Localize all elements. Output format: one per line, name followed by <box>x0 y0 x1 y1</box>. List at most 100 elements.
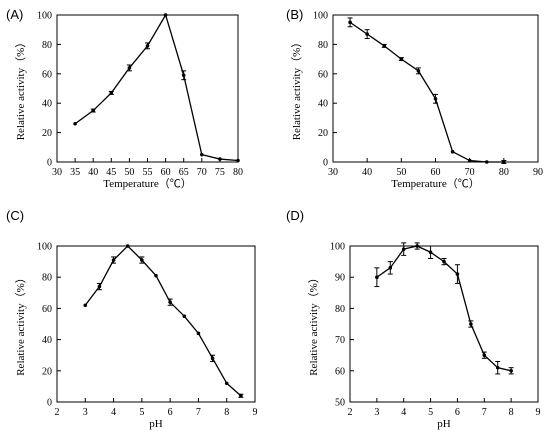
plot-frame <box>56 14 239 163</box>
y-tick-label: 60 <box>42 69 52 80</box>
data-point <box>181 73 186 78</box>
data-point <box>163 13 168 17</box>
y-tick-label: 100 <box>37 11 52 22</box>
data-point <box>509 369 513 373</box>
data-point <box>484 160 489 164</box>
data-point <box>365 32 369 36</box>
data-point <box>239 393 243 398</box>
data-point <box>210 356 215 361</box>
y-axis-title: Relative activity（%） <box>307 272 320 376</box>
data-point <box>168 300 172 304</box>
chart-panel-4: (D) 2 3 4 5 6 7 8 9 50 60 70 80 90 100 pH Relative activ… <box>286 208 541 430</box>
y-tick-label: 80 <box>42 40 52 51</box>
x-tick-label: 50 <box>124 167 134 178</box>
y-tick-label: 0 <box>47 398 52 409</box>
y-axis-title: Relative activity（%） <box>14 272 27 376</box>
x-tick-label: 6 <box>455 407 460 418</box>
data-point <box>73 121 77 126</box>
plot-frame <box>349 245 539 403</box>
series-line <box>74 13 239 162</box>
x-axis-title: pH <box>437 418 451 430</box>
x-tick-label: 80 <box>233 167 243 178</box>
data-point <box>415 244 419 248</box>
data-point <box>502 160 506 164</box>
data-point <box>482 353 487 358</box>
data-point <box>111 258 116 262</box>
x-tick-label: 8 <box>224 407 229 418</box>
y-axis-title: Relative activity（%） <box>14 37 27 141</box>
data-point <box>399 57 404 61</box>
data-point <box>154 273 158 278</box>
x-tick-label: 2 <box>348 407 353 418</box>
y-tick-label: 100 <box>313 11 328 22</box>
data-point <box>450 149 455 154</box>
data-point <box>83 303 88 308</box>
x-tick-label: 90 <box>533 167 543 178</box>
y-tick-label: 60 <box>335 366 345 377</box>
data-point <box>433 96 438 101</box>
data-point <box>382 44 387 48</box>
y-tick-label: 80 <box>318 40 328 51</box>
y-tick-label: 60 <box>318 69 328 80</box>
series-line <box>349 21 504 163</box>
data-point <box>416 69 421 73</box>
x-tick-label: 35 <box>70 167 80 178</box>
data-point <box>495 365 500 370</box>
y-tick-label: 40 <box>42 335 52 346</box>
chart-panel-2: (B) 30 40 50 60 70 80 90 0 20 40 60 80 100 Temperature… <box>286 7 543 190</box>
data-point <box>218 157 222 161</box>
x-tick-label: 7 <box>482 407 487 418</box>
x-tick-label: 65 <box>179 167 189 178</box>
x-tick-label: 3 <box>374 407 379 418</box>
panel-label: (C) <box>6 208 24 223</box>
x-tick-label: 2 <box>55 407 60 418</box>
x-tick-label: 75 <box>215 167 225 178</box>
y-tick-label: 20 <box>42 366 52 377</box>
data-point <box>145 44 150 48</box>
x-tick-label: 50 <box>396 167 406 178</box>
panel-label: (A) <box>6 7 23 22</box>
y-tick-label: 90 <box>335 273 345 284</box>
x-tick-label: 60 <box>431 167 441 178</box>
x-tick-label: 30 <box>328 167 338 178</box>
y-tick-label: 40 <box>318 99 328 110</box>
x-tick-label: 30 <box>52 167 62 178</box>
x-tick-label: 4 <box>401 407 406 418</box>
data-point <box>442 259 446 264</box>
data-point <box>140 258 144 262</box>
data-point <box>127 66 132 70</box>
data-point <box>469 322 473 326</box>
chart-panel-3: (C) 2 3 4 5 6 7 8 9 0 20 40 60 80 100 pH Relative activi… <box>6 208 258 430</box>
data-point <box>91 108 95 113</box>
y-tick-label: 50 <box>335 398 345 409</box>
panel-label: (B) <box>286 7 303 22</box>
data-point <box>236 158 240 163</box>
data-point <box>196 331 201 336</box>
data-point <box>348 20 352 25</box>
plot-frame <box>332 14 539 163</box>
data-point <box>467 158 472 163</box>
x-axis-title: Temperature（℃） <box>391 177 479 190</box>
y-axis-title: Relative activity（%） <box>290 37 303 141</box>
x-tick-label: 4 <box>111 407 116 418</box>
x-tick-label: 70 <box>197 167 207 178</box>
panels: (A)30 35 40 45 50 55 60 65 70 75 80020406080100Tem… <box>6 7 543 430</box>
y-tick-label: 80 <box>42 273 52 284</box>
data-point <box>455 272 460 276</box>
y-tick-label: 70 <box>335 335 345 346</box>
data-point <box>428 250 433 255</box>
y-tick-label: 0 <box>323 158 328 169</box>
data-point <box>375 275 379 280</box>
x-tick-label: 3 <box>83 407 88 418</box>
y-tick-label: 20 <box>42 128 52 139</box>
x-tick-label: 40 <box>88 167 98 178</box>
data-point <box>109 91 114 95</box>
x-tick-label: 5 <box>139 407 144 418</box>
panel-label: (D) <box>286 208 304 223</box>
x-tick-label: 80 <box>499 167 509 178</box>
data-point <box>401 247 406 251</box>
data-point <box>182 314 187 319</box>
y-tick-label: 80 <box>335 304 345 315</box>
x-axis-title: Temperature（℃） <box>103 177 191 190</box>
